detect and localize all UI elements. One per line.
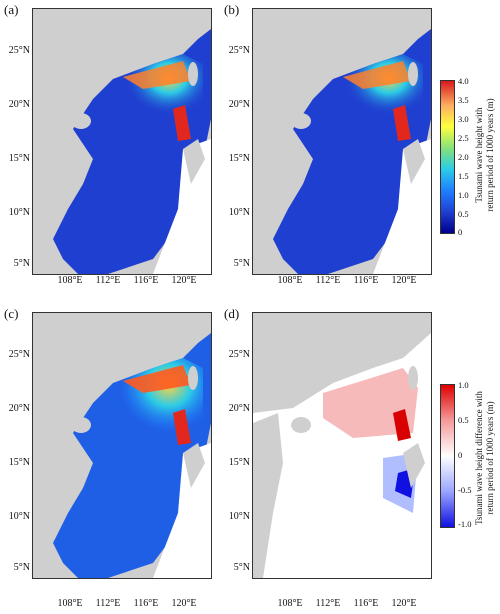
cb-tick: 3.0 — [458, 114, 469, 124]
x-tick: 108°E — [277, 275, 303, 286]
cb-title-line2: return period of 1000 years (m) — [485, 98, 495, 212]
taiwan-island — [408, 62, 418, 86]
x-tick: 120°E — [391, 598, 417, 609]
cb-tick: -1.0 — [458, 519, 472, 529]
cb-tick: 0.5 — [458, 209, 469, 219]
x-tick: 116°E — [353, 275, 379, 286]
x-tick: 112°E — [315, 275, 341, 286]
hainan-island — [291, 113, 311, 129]
map-b-svg — [253, 29, 431, 274]
y-tick: 25°N — [228, 45, 250, 56]
hainan-island — [291, 417, 311, 433]
x-tick: 112°E — [315, 598, 341, 609]
difference-positive — [323, 368, 418, 438]
x-tick: 120°E — [171, 598, 197, 609]
colorbar-height — [440, 80, 455, 234]
y-tick: 20°N — [228, 99, 250, 110]
y-tick: 10°N — [228, 511, 250, 522]
map-c-svg — [33, 333, 211, 578]
cb-tick: 2.5 — [458, 133, 469, 143]
cb-tick: 0.5 — [458, 415, 469, 425]
x-tick: 108°E — [57, 275, 83, 286]
y-tick: 20°N — [228, 403, 250, 414]
y-tick: 10°N — [8, 511, 30, 522]
panel-label-a: (a) — [4, 2, 19, 17]
y-tick: 5°N — [233, 562, 250, 573]
y-tick: 15°N — [8, 457, 30, 468]
x-tick: 108°E — [277, 598, 303, 609]
y-tick: 5°N — [13, 258, 30, 269]
cb-title-line2: return period of 1000 years (m) — [485, 401, 495, 515]
cb-tick: 0 — [458, 450, 463, 460]
y-tick: 25°N — [8, 349, 30, 360]
y-tick: 5°N — [233, 258, 250, 269]
cb-tick: 1.0 — [458, 190, 469, 200]
cb-title-line1: Tsunami wave height difference with — [474, 391, 484, 525]
cb-tick: -0.5 — [458, 485, 472, 495]
taiwan-island — [188, 62, 198, 86]
y-tick: 10°N — [8, 207, 30, 218]
cb-tick: 1.0 — [458, 380, 469, 390]
cb-tick: 3.5 — [458, 95, 469, 105]
map-d-svg — [253, 313, 431, 578]
colorbar-difference — [440, 384, 455, 528]
x-tick: 120°E — [391, 275, 417, 286]
y-tick: 25°N — [228, 349, 250, 360]
y-tick: 10°N — [228, 207, 250, 218]
hainan-island — [71, 417, 91, 433]
cb-title-line1: Tsunami wave height with — [474, 107, 484, 203]
y-tick: 15°N — [8, 153, 30, 164]
y-tick: 25°N — [8, 45, 30, 56]
cb-tick: 2.0 — [458, 152, 469, 162]
taiwan-island — [188, 366, 198, 390]
y-tick: 20°N — [8, 99, 30, 110]
map-panel-b — [252, 8, 432, 275]
panel-label-c: (c) — [4, 306, 19, 321]
hainan-island — [71, 113, 91, 129]
taiwan-island — [408, 366, 418, 390]
x-tick: 116°E — [353, 598, 379, 609]
cb-tick: 0 — [458, 227, 463, 237]
map-a-svg — [33, 29, 211, 274]
cb-tick: 1.5 — [458, 171, 469, 181]
x-tick: 120°E — [171, 275, 197, 286]
panel-label-d: (d) — [224, 306, 240, 321]
x-tick: 108°E — [57, 598, 83, 609]
map-panel-c — [32, 312, 212, 579]
y-tick: 15°N — [228, 457, 250, 468]
y-tick: 15°N — [228, 153, 250, 164]
panel-label-b: (b) — [224, 2, 240, 17]
x-tick: 116°E — [133, 598, 159, 609]
map-panel-a — [32, 8, 212, 275]
x-tick: 116°E — [133, 275, 159, 286]
y-tick: 5°N — [13, 562, 30, 573]
y-tick: 20°N — [8, 403, 30, 414]
cb-tick: 4.0 — [458, 76, 469, 86]
map-panel-d — [252, 312, 432, 579]
x-tick: 112°E — [95, 275, 121, 286]
x-tick: 112°E — [95, 598, 121, 609]
